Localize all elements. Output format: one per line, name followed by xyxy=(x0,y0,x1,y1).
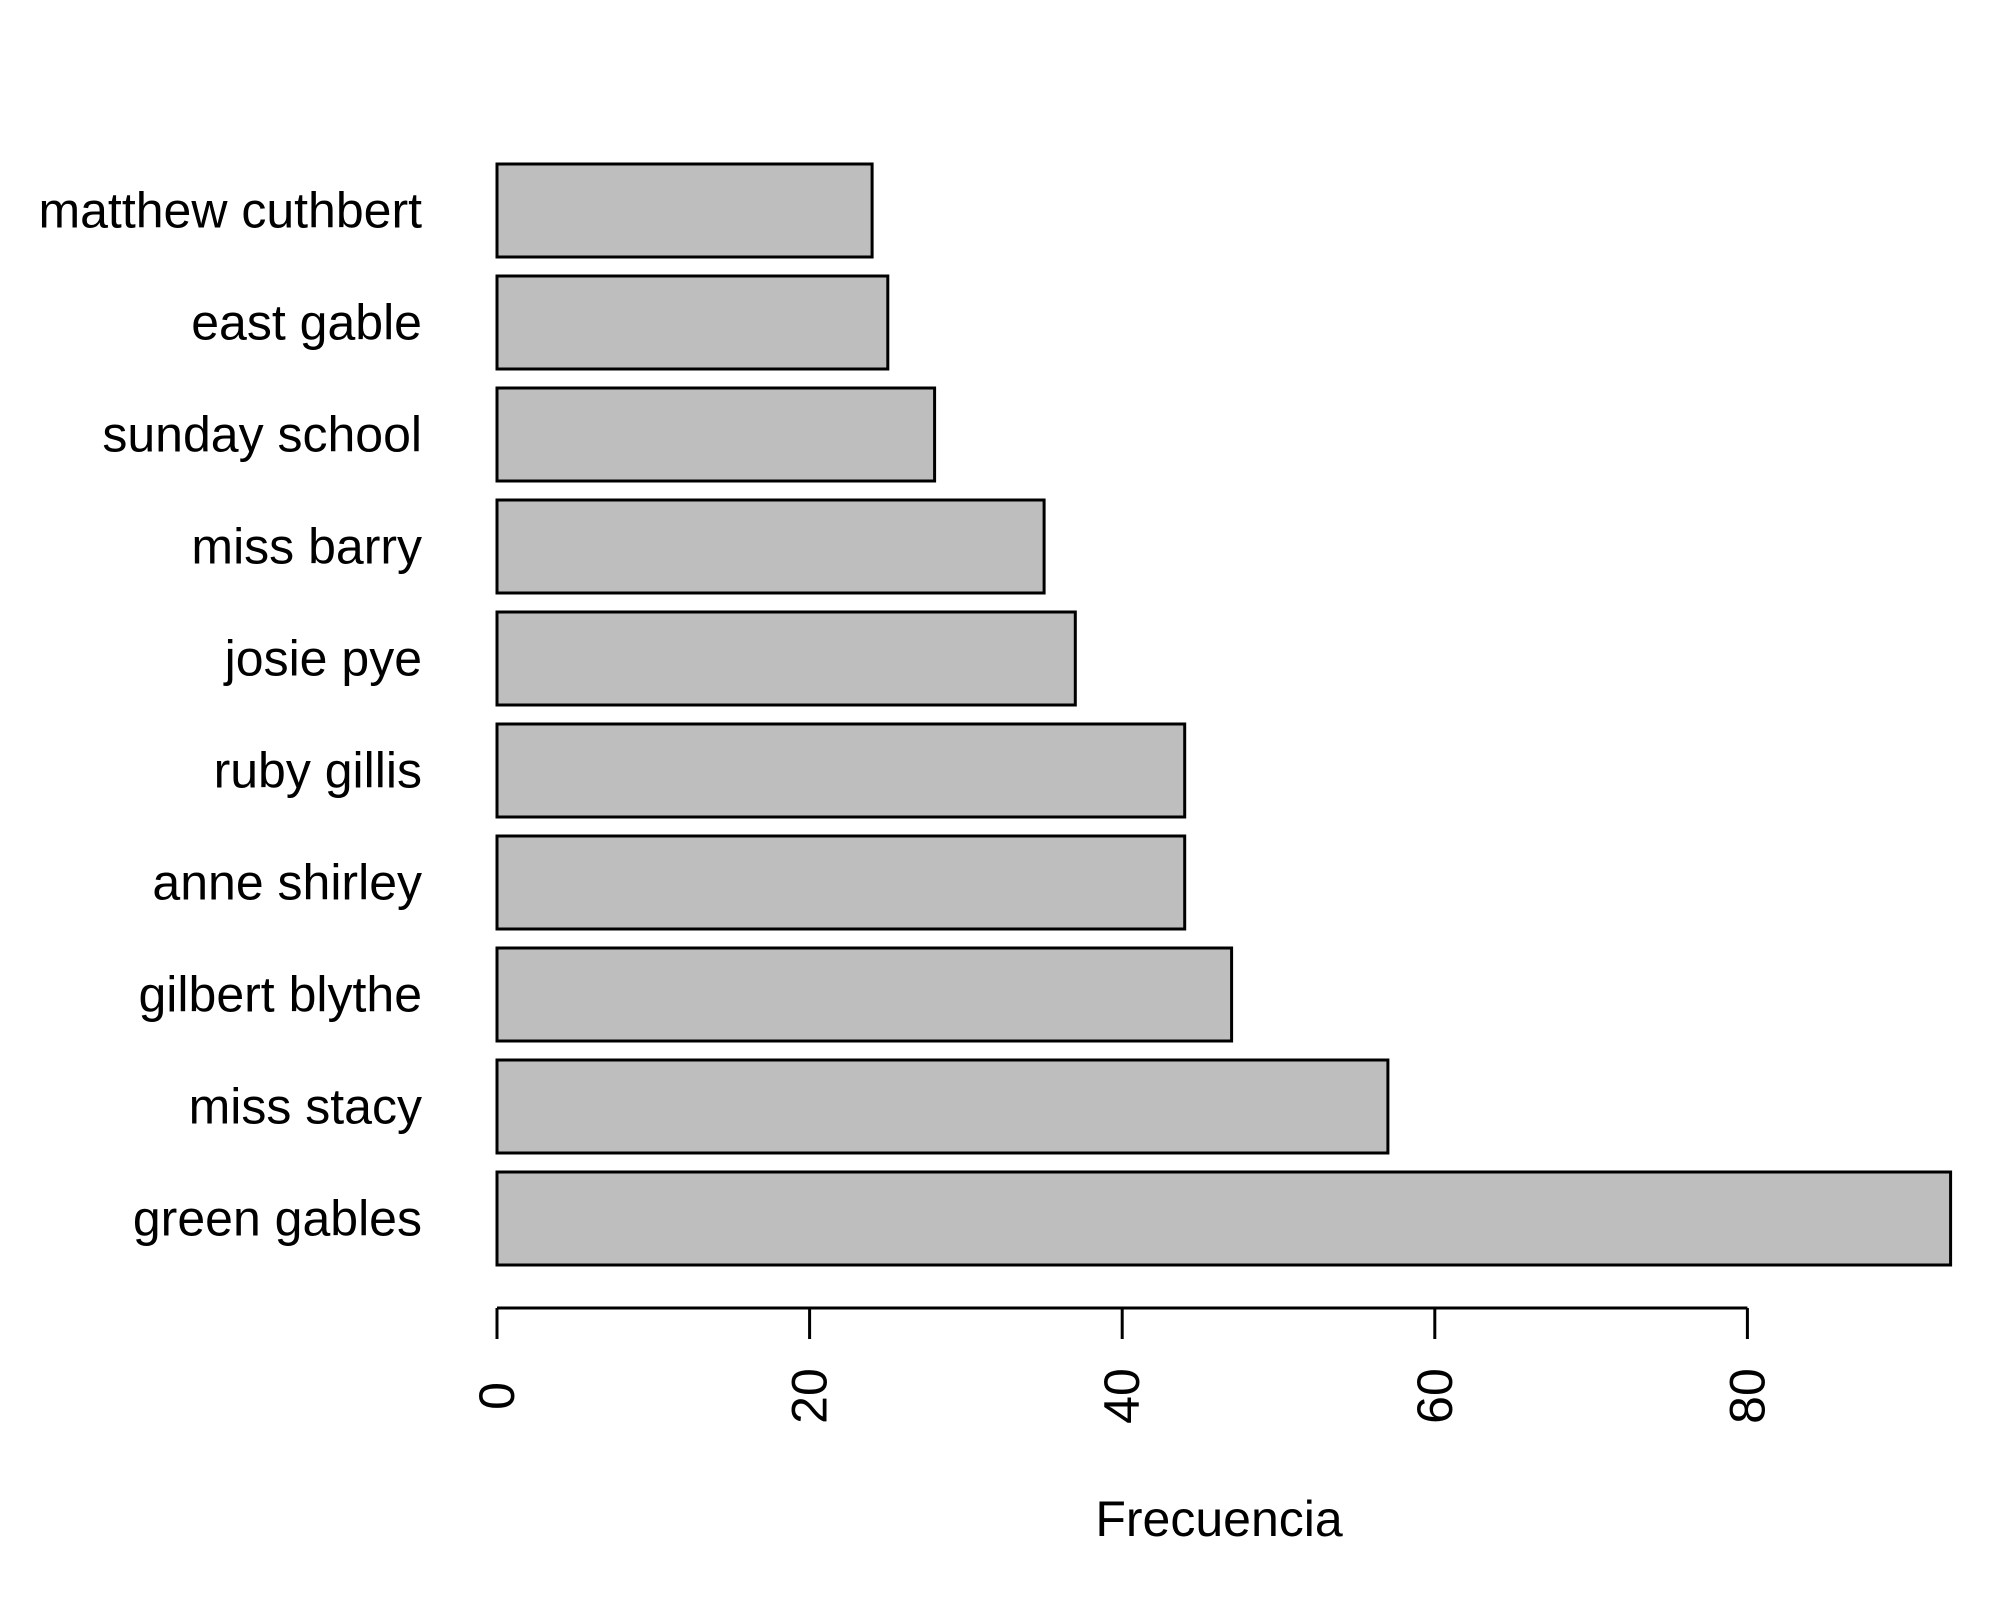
x-tick-label: 0 xyxy=(469,1382,525,1410)
category-label: miss barry xyxy=(191,519,422,575)
category-label: sunday school xyxy=(102,407,422,463)
bar xyxy=(495,162,874,259)
bar xyxy=(495,274,890,371)
bar xyxy=(495,834,1187,931)
bar xyxy=(495,610,1077,707)
bar xyxy=(495,722,1187,819)
x-axis: 0 20 40 60 80 xyxy=(469,1306,1775,1424)
category-label: gilbert blythe xyxy=(139,967,423,1023)
bar xyxy=(495,946,1234,1043)
category-label: green gables xyxy=(133,1191,422,1247)
category-label: matthew cuthbert xyxy=(38,183,422,239)
x-axis-title: Frecuencia xyxy=(1095,1491,1343,1547)
category-label: josie pye xyxy=(223,631,422,687)
bars-group xyxy=(495,162,1953,1267)
bar xyxy=(495,1058,1390,1155)
bar xyxy=(495,498,1046,595)
category-label: anne shirley xyxy=(152,855,422,911)
category-label: east gable xyxy=(191,295,422,351)
bar xyxy=(495,386,937,483)
category-labels: matthew cuthbert east gable sunday school m… xyxy=(38,183,422,1247)
x-tick-label: 80 xyxy=(1719,1368,1775,1424)
bar xyxy=(495,1170,1953,1267)
category-label: ruby gillis xyxy=(214,743,422,799)
x-tick-label: 60 xyxy=(1407,1368,1463,1424)
x-tick-label: 20 xyxy=(782,1368,838,1424)
category-label: miss stacy xyxy=(189,1079,422,1135)
x-tick-label: 40 xyxy=(1094,1368,1150,1424)
